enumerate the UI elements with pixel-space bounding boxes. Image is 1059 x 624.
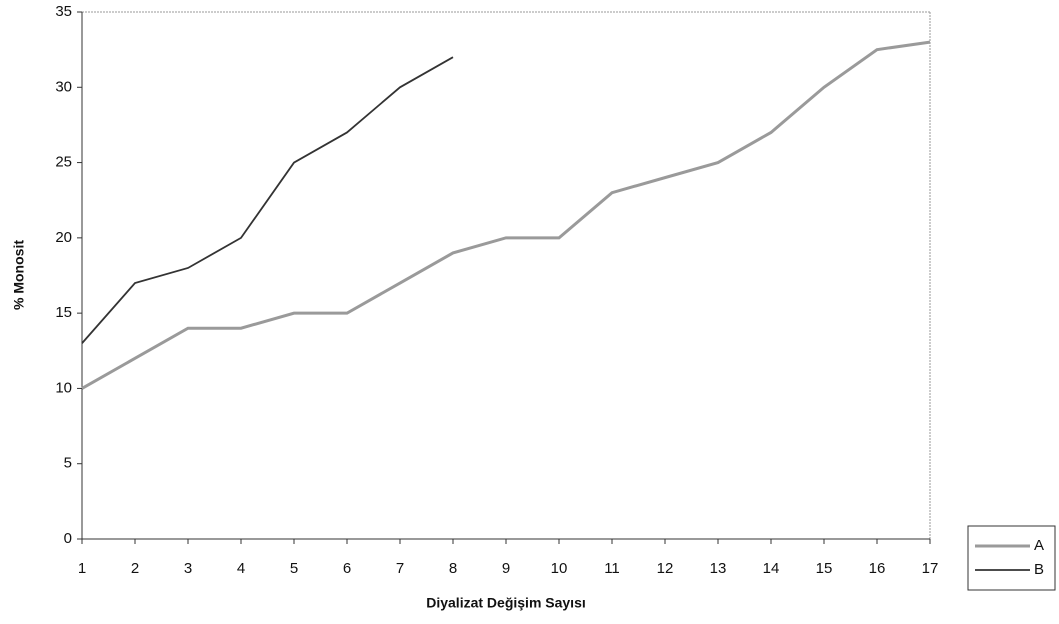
y-tick-label: 5 bbox=[64, 455, 72, 472]
x-tick-label: 12 bbox=[657, 560, 674, 577]
x-tick-label: 9 bbox=[502, 560, 510, 577]
x-tick-label: 14 bbox=[763, 560, 780, 577]
x-tick-label: 6 bbox=[343, 560, 351, 577]
y-tick-label: 20 bbox=[55, 229, 72, 246]
x-tick-label: 15 bbox=[816, 560, 833, 577]
x-tick-label: 3 bbox=[184, 560, 192, 577]
legend-label: B bbox=[1034, 561, 1044, 578]
x-tick-label: 17 bbox=[922, 560, 939, 577]
legend-box bbox=[967, 525, 1056, 591]
y-tick-label: 25 bbox=[55, 154, 72, 171]
series-line bbox=[81, 56, 454, 344]
x-tick-label: 7 bbox=[396, 560, 404, 577]
x-tick-label: 10 bbox=[551, 560, 568, 577]
x-tick-label: 16 bbox=[869, 560, 886, 577]
x-tick-label: 13 bbox=[710, 560, 727, 577]
y-axis-title: % Monosit bbox=[11, 240, 27, 310]
y-tick-label: 10 bbox=[55, 379, 72, 396]
y-tick-label: 30 bbox=[55, 78, 72, 95]
x-tick-label: 11 bbox=[604, 560, 620, 577]
y-tick-label: 15 bbox=[55, 304, 72, 321]
x-tick-label: 2 bbox=[131, 560, 139, 577]
legend-label: A bbox=[1034, 537, 1044, 554]
x-tick-label: 1 bbox=[78, 560, 86, 577]
x-tick-label: 5 bbox=[290, 560, 298, 577]
x-tick-label: 4 bbox=[237, 560, 245, 577]
y-tick-label: 0 bbox=[64, 530, 72, 547]
series-line bbox=[81, 40, 931, 390]
x-tick-label: 8 bbox=[449, 560, 457, 577]
y-tick-label: 35 bbox=[55, 3, 72, 20]
x-axis-title: Diyalizat Değişim Sayısı bbox=[426, 595, 586, 611]
